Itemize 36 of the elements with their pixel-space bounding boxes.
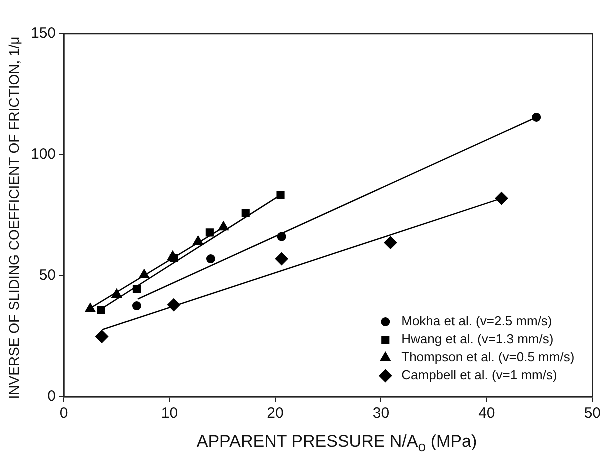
y-tick-label: 0	[48, 388, 56, 406]
point	[532, 112, 542, 122]
point	[206, 254, 216, 264]
point	[218, 221, 229, 231]
legend-label: Hwang et al. (v=1.3 mm/s)	[402, 332, 554, 347]
point	[167, 298, 180, 312]
point	[132, 302, 142, 311]
point	[96, 306, 106, 314]
point	[206, 228, 214, 237]
point	[170, 254, 178, 262]
point	[139, 269, 150, 279]
x-tick-label: 10	[161, 405, 178, 422]
point	[193, 236, 204, 246]
x-tick-label: 0	[60, 405, 68, 422]
x-axis-title: APPARENT PRESSURE N/A$_{o}$ (MPa)	[196, 432, 478, 456]
x-tick-label: 20	[267, 405, 284, 422]
x-tick-label: 50	[584, 405, 601, 422]
x-tick-label: 30	[372, 405, 390, 422]
point	[85, 303, 96, 312]
point	[276, 191, 285, 200]
y-tick-label: 150	[30, 25, 56, 42]
point	[242, 209, 250, 218]
legend-label: Campbell et al. (v=1 mm/s)	[402, 368, 558, 383]
point	[384, 236, 398, 250]
y-tick-label: 50	[39, 267, 56, 284]
point	[495, 192, 508, 206]
point	[277, 232, 286, 242]
legend-label: Mokha et al. (v=2.5 mm/s)	[402, 314, 552, 329]
legend-label: Thompson et al. (v=0.5 mm/s)	[402, 350, 575, 365]
y-axis-title: INVERSE OF SLIDING COEFFICIENT OF FRICTION, 1/μ	[6, 36, 22, 400]
point	[132, 285, 142, 294]
x-tick-label: 40	[478, 405, 496, 422]
point	[96, 330, 109, 344]
point	[112, 288, 122, 298]
y-tick-label: 100	[30, 146, 56, 164]
point	[275, 252, 288, 266]
